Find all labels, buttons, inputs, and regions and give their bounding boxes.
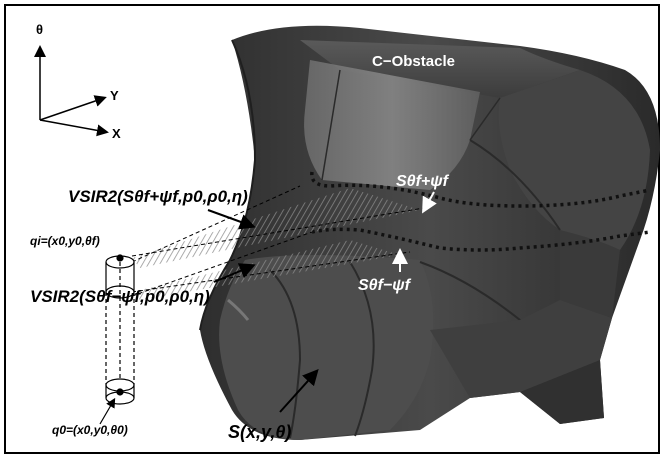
slice-curve-lower: [311, 227, 651, 252]
visibility-cone-lower: [132, 240, 400, 300]
s-upper-arrow: [422, 191, 437, 214]
s-upper-label: Sθf+ψf: [396, 173, 450, 190]
c-obstacle-title: C−Obstacle: [372, 53, 455, 70]
axis-label-theta: θ: [36, 22, 43, 37]
vs-lower-label: VSIR2(Sθf−ψf,p0,ρ0,η): [30, 287, 210, 306]
coordinate-axes: [34, 45, 109, 137]
c-obstacle-shape: [199, 25, 660, 440]
qi-label: qi=(x0,y0,θf): [30, 234, 100, 248]
surface-label: S(x,y,θ): [228, 422, 291, 442]
s-lower-label: Sθf−ψf: [358, 277, 412, 294]
cylinder-sketch: [105, 254, 135, 405]
axis-label-x: X: [112, 126, 121, 141]
cone-edges: [131, 185, 425, 297]
q0-label: q0=(x0,y0,θ0): [52, 423, 128, 437]
figure-frame: [4, 4, 660, 454]
axis-label-y: Y: [110, 88, 119, 103]
visibility-cone-upper: [132, 188, 420, 268]
surface-arrow: [279, 369, 319, 413]
vs-upper-label: VSIR2(Sθf+ψf,p0,ρ0,η): [68, 187, 248, 206]
vs-arrows: [207, 209, 256, 283]
slice-curve-upper: [310, 171, 651, 208]
q0-pointer: [99, 397, 116, 425]
